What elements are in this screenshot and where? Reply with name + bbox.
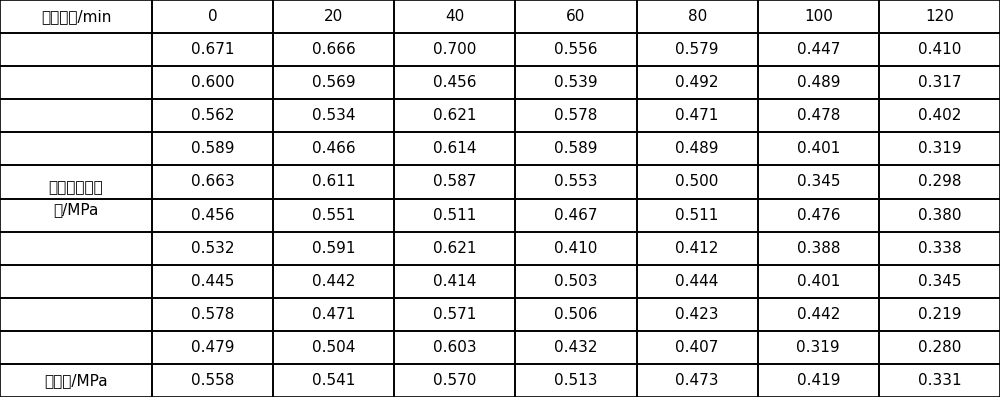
Text: 0.503: 0.503 — [554, 274, 598, 289]
Text: 0.456: 0.456 — [433, 75, 477, 90]
Text: 0.388: 0.388 — [797, 241, 840, 256]
Text: 0.589: 0.589 — [554, 141, 598, 156]
Text: 0.600: 0.600 — [191, 75, 234, 90]
Text: 陈放时间/min: 陈放时间/min — [41, 9, 111, 24]
Text: 0.414: 0.414 — [433, 274, 477, 289]
Text: 0.345: 0.345 — [918, 274, 961, 289]
Text: 0.492: 0.492 — [675, 75, 719, 90]
Text: 0.511: 0.511 — [675, 208, 719, 223]
Text: 0.558: 0.558 — [191, 373, 234, 388]
Text: 0.663: 0.663 — [191, 174, 234, 189]
Text: 0.587: 0.587 — [433, 174, 477, 189]
Text: 0.621: 0.621 — [433, 108, 477, 123]
Text: 0.401: 0.401 — [797, 141, 840, 156]
Text: 0.444: 0.444 — [675, 274, 719, 289]
Text: 0.562: 0.562 — [191, 108, 234, 123]
Text: 预压后胶合强: 预压后胶合强 — [49, 180, 103, 195]
Text: 平均値/MPa: 平均値/MPa — [44, 373, 108, 388]
Text: 0.621: 0.621 — [433, 241, 477, 256]
Text: 度/MPa: 度/MPa — [53, 202, 99, 217]
Text: 0.345: 0.345 — [797, 174, 840, 189]
Text: 0.467: 0.467 — [554, 208, 598, 223]
Text: 0.569: 0.569 — [312, 75, 356, 90]
Text: 60: 60 — [566, 9, 586, 24]
Text: 0.442: 0.442 — [797, 307, 840, 322]
Text: 0.298: 0.298 — [918, 174, 961, 189]
Text: 0.479: 0.479 — [191, 340, 234, 355]
Text: 0.556: 0.556 — [554, 42, 598, 57]
Text: 0.442: 0.442 — [312, 274, 355, 289]
Text: 0.423: 0.423 — [675, 307, 719, 322]
Text: 0.489: 0.489 — [797, 75, 840, 90]
Text: 0.407: 0.407 — [675, 340, 719, 355]
Text: 0.589: 0.589 — [191, 141, 234, 156]
Text: 0.571: 0.571 — [433, 307, 477, 322]
Text: 40: 40 — [445, 9, 464, 24]
Text: 0.541: 0.541 — [312, 373, 355, 388]
Text: 0.700: 0.700 — [433, 42, 477, 57]
Text: 0.489: 0.489 — [675, 141, 719, 156]
Text: 0.412: 0.412 — [675, 241, 719, 256]
Text: 0.511: 0.511 — [433, 208, 477, 223]
Text: 0.445: 0.445 — [191, 274, 234, 289]
Text: 0.579: 0.579 — [675, 42, 719, 57]
Text: 0.219: 0.219 — [918, 307, 961, 322]
Text: 0.338: 0.338 — [918, 241, 961, 256]
Text: 0.478: 0.478 — [797, 108, 840, 123]
Text: 0.456: 0.456 — [191, 208, 234, 223]
Text: 0.280: 0.280 — [918, 340, 961, 355]
Text: 0.402: 0.402 — [918, 108, 961, 123]
Text: 0.551: 0.551 — [312, 208, 355, 223]
Text: 120: 120 — [925, 9, 954, 24]
Text: 0.539: 0.539 — [554, 75, 598, 90]
Text: 0.513: 0.513 — [554, 373, 598, 388]
Text: 0.553: 0.553 — [554, 174, 598, 189]
Text: 0.471: 0.471 — [312, 307, 355, 322]
Text: 80: 80 — [688, 9, 707, 24]
Text: 0.534: 0.534 — [312, 108, 355, 123]
Text: 0.611: 0.611 — [312, 174, 355, 189]
Text: 0.331: 0.331 — [918, 373, 961, 388]
Text: 0.578: 0.578 — [554, 108, 598, 123]
Text: 0.671: 0.671 — [191, 42, 234, 57]
Text: 0.319: 0.319 — [918, 141, 961, 156]
Text: 0.614: 0.614 — [433, 141, 477, 156]
Text: 0.466: 0.466 — [312, 141, 356, 156]
Text: 0.419: 0.419 — [797, 373, 840, 388]
Text: 0.473: 0.473 — [675, 373, 719, 388]
Text: 0.666: 0.666 — [312, 42, 356, 57]
Text: 0.570: 0.570 — [433, 373, 477, 388]
Text: 0.591: 0.591 — [312, 241, 355, 256]
Text: 0.532: 0.532 — [191, 241, 234, 256]
Text: 0.578: 0.578 — [191, 307, 234, 322]
Text: 0.317: 0.317 — [918, 75, 961, 90]
Text: 0.476: 0.476 — [797, 208, 840, 223]
Text: 0.410: 0.410 — [918, 42, 961, 57]
Text: 0.447: 0.447 — [797, 42, 840, 57]
Text: 100: 100 — [804, 9, 833, 24]
Text: 0.380: 0.380 — [918, 208, 961, 223]
Text: 0.504: 0.504 — [312, 340, 355, 355]
Text: 0.500: 0.500 — [675, 174, 719, 189]
Text: 0.401: 0.401 — [797, 274, 840, 289]
Text: 20: 20 — [324, 9, 343, 24]
Text: 0.506: 0.506 — [554, 307, 598, 322]
Text: 0.471: 0.471 — [675, 108, 719, 123]
Text: 0.603: 0.603 — [433, 340, 477, 355]
Text: 0.432: 0.432 — [554, 340, 598, 355]
Text: 0.410: 0.410 — [554, 241, 598, 256]
Text: 0.319: 0.319 — [796, 340, 840, 355]
Text: 0: 0 — [208, 9, 217, 24]
